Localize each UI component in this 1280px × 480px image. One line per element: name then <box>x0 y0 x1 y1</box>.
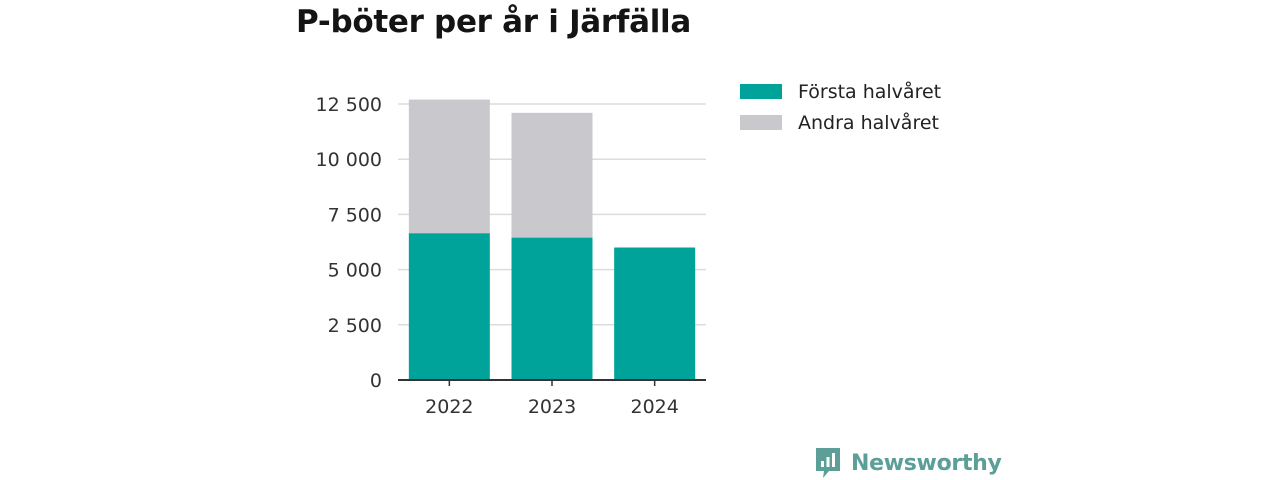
bar-2022-series-0 <box>408 233 490 380</box>
y-axis-tick-labels: 0 2 500 5 000 7 500 10 000 12 500 <box>316 94 382 392</box>
x-tick-label: 2024 <box>630 396 678 418</box>
newsworthy-logo-icon <box>816 448 840 478</box>
bar-2023-series-0 <box>511 237 593 380</box>
y-tick-label: 10 000 <box>316 149 382 171</box>
x-axis: 2022 2023 2024 <box>425 380 679 418</box>
bar-2023-series-1 <box>511 112 593 238</box>
x-tick-label: 2023 <box>528 396 576 418</box>
y-tick-label: 2 500 <box>328 315 382 337</box>
legend-label-first-half: Första halvåret <box>798 80 942 103</box>
y-tick-label: 5 000 <box>328 260 382 282</box>
bar-2022-series-1 <box>408 99 490 234</box>
brand: Newsworthy <box>814 446 1002 480</box>
y-tick-label: 12 500 <box>316 94 382 116</box>
brand-name: Newsworthy <box>851 450 1002 476</box>
chart-title: P-böter per år i Järfälla <box>296 4 691 40</box>
legend-swatch-second-half <box>740 115 782 130</box>
bar-2024-series-0 <box>614 247 696 380</box>
legend-item-second-half: Andra halvåret <box>740 107 941 138</box>
legend-swatch-first-half <box>740 84 782 99</box>
bars <box>408 99 696 380</box>
legend-item-first-half: Första halvåret <box>740 76 941 107</box>
x-tick-label: 2022 <box>425 396 473 418</box>
legend: Första halvåret Andra halvåret <box>740 76 941 138</box>
y-tick-label: 7 500 <box>328 204 382 226</box>
legend-label-second-half: Andra halvåret <box>798 111 939 134</box>
y-tick-label: 0 <box>370 370 382 392</box>
